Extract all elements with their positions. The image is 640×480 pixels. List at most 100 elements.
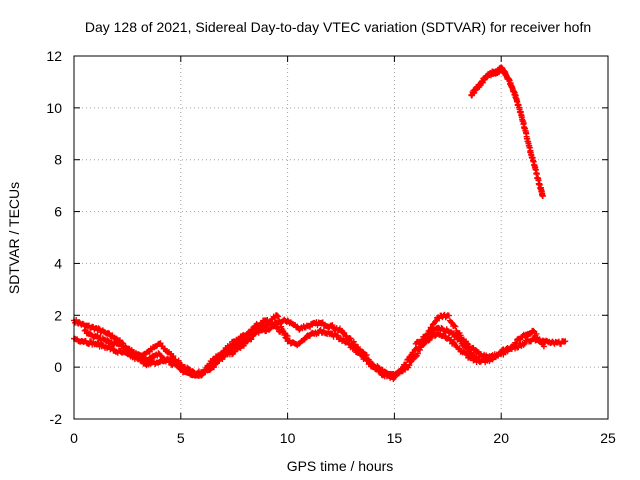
point-band-b-31-8: [410, 349, 417, 356]
point-band-b-30-8: [399, 365, 406, 372]
point-band-c-9: [177, 366, 184, 373]
point-band-c-7: [156, 351, 163, 358]
point-band-a-25-9: [347, 335, 354, 342]
point-band-c-12: [209, 358, 216, 365]
point-band-c-17-4: [267, 319, 274, 326]
point-band-c-19: [284, 333, 291, 340]
point-band-b-42-7: [527, 331, 534, 338]
y-tick-label-4: 6: [54, 204, 62, 220]
point-band-c-23: [444, 327, 451, 334]
point-upper-arc-15: [518, 112, 525, 119]
point-band-a-25: [338, 327, 344, 334]
point-band-c-1: [92, 333, 99, 340]
point-band-b-43: [530, 327, 537, 334]
point-band-c-0-1: [82, 326, 89, 333]
x-tick-label-2: 10: [280, 430, 296, 446]
point-band-b-32: [412, 345, 419, 352]
point-band-a-33-9: [433, 317, 440, 324]
point-band-a-22-1: [307, 323, 314, 330]
point-band-a-42: [519, 340, 526, 347]
point-band-a-4: [113, 335, 120, 342]
y-axis-label: SDTVAR / TECUs: [6, 182, 22, 294]
point-band-b-42: [519, 333, 526, 340]
point-band-a-34: [434, 314, 441, 321]
point-band-b-22: [305, 333, 312, 340]
point-band-b-40: [498, 348, 505, 355]
point-band-b-24: [327, 330, 334, 337]
point-band-c-15: [241, 333, 248, 340]
point-band-b-44: [540, 343, 547, 350]
point-band-a-1: [81, 322, 88, 329]
y-tick-label-6: 10: [46, 100, 62, 116]
point-band-a-22: [305, 322, 312, 329]
point-upper-arc-5: [489, 69, 496, 76]
point-upper-arc-22: [539, 193, 546, 200]
point-upper-arc-10: [502, 71, 509, 78]
point-band-a-38: [476, 351, 483, 358]
point-band-c-24: [455, 335, 462, 342]
point-band-b-35: [444, 335, 451, 342]
point-band-b-37: [466, 353, 473, 360]
point-band-b-27: [359, 353, 366, 360]
point-band-b-21: [295, 340, 302, 347]
point-band-b-31: [402, 361, 409, 368]
point-band-a-32: [412, 353, 419, 360]
point-band-c-13-7: [227, 343, 234, 350]
y-tick-label-0: -2: [50, 411, 63, 427]
point-upper-arc-3: [481, 76, 488, 83]
point-band-c-13-6: [226, 341, 233, 348]
point-band-a-35: [444, 312, 451, 319]
point-band-b-31-2: [404, 356, 411, 363]
point-band-b-33: [423, 338, 430, 345]
point-band-b-15: [231, 348, 238, 355]
point-band-b-4: [113, 348, 120, 355]
point-band-b-29: [380, 371, 387, 378]
point-upper-arc-1: [472, 86, 479, 93]
series-band-c: [82, 317, 482, 379]
point-band-a-7: [145, 348, 152, 355]
x-tick-label-3: 15: [387, 430, 403, 446]
point-band-c-10: [188, 371, 195, 378]
point-band-a-3: [103, 330, 110, 337]
y-tick-label-2: 2: [54, 307, 62, 323]
point-band-b-3: [103, 343, 110, 350]
point-band-b-19: [273, 312, 280, 319]
point-band-a-35-7: [452, 323, 459, 330]
point-upper-arc-16: [521, 125, 528, 132]
point-band-b-20: [284, 338, 291, 345]
point-band-b-17: [252, 330, 259, 337]
x-tick-label-5: 25: [600, 430, 616, 446]
point-band-a-35-6: [451, 322, 458, 329]
point-upper-arc-9: [500, 68, 507, 75]
point-band-b-39: [487, 356, 494, 363]
point-band-a-25-4: [342, 332, 349, 339]
point-band-b-8: [156, 358, 163, 365]
point-band-c-17: [263, 317, 270, 324]
point-band-b-28: [370, 364, 377, 371]
point-band-c-8: [167, 358, 174, 365]
point-upper-arc-13: [512, 91, 519, 98]
point-band-c-16: [252, 322, 259, 329]
point-band-b-28-4: [374, 365, 381, 372]
point-band-c-2: [103, 338, 110, 345]
point-band-a-18-4: [267, 325, 274, 332]
point-band-b-43-3: [533, 330, 540, 337]
y-tick-label-1: 0: [54, 359, 62, 375]
point-band-b-41-4: [513, 340, 520, 347]
point-band-b-36: [455, 345, 462, 352]
point-band-a-41-6: [515, 344, 522, 351]
x-tick-label-1: 5: [177, 430, 185, 446]
point-band-a-8: [156, 340, 163, 347]
point-upper-arc-18: [528, 151, 535, 158]
point-band-c-26: [476, 356, 483, 363]
point-band-b-30-4: [395, 370, 402, 377]
point-band-b-16-6: [248, 336, 255, 343]
data-points: [71, 64, 569, 383]
point-upper-arc-11: [505, 76, 512, 83]
point-band-b-26-3: [351, 345, 358, 352]
point-band-b-7: [145, 361, 152, 368]
point-band-a-20: [284, 317, 291, 324]
y-tick-label-5: 8: [54, 152, 62, 168]
point-upper-arc-21: [537, 185, 544, 192]
